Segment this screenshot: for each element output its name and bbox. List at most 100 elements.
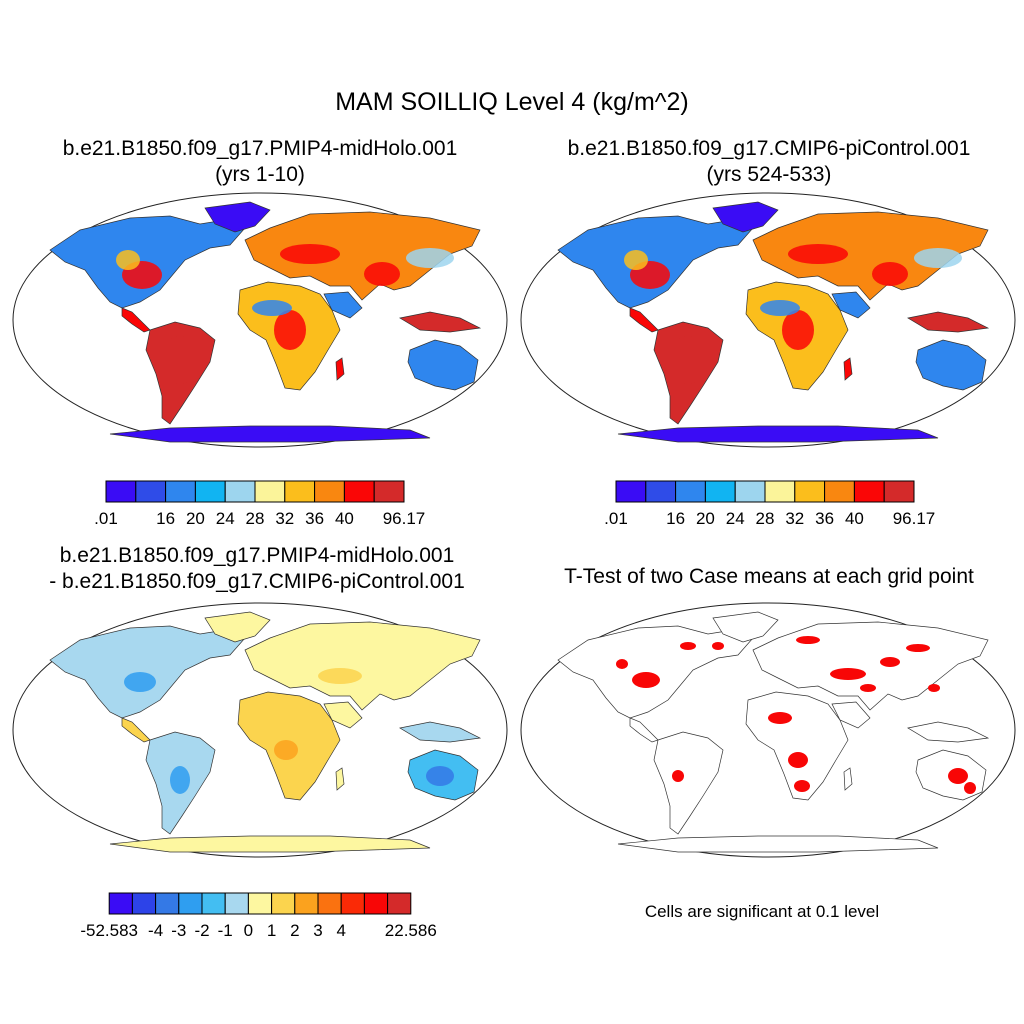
panel-3-title-line1: b.e21.B1850.f09_g17.PMIP4-midHolo.001 bbox=[59, 544, 455, 567]
colorbar-label: -4 bbox=[148, 921, 163, 940]
land-madagascar bbox=[843, 767, 853, 791]
land-greenland bbox=[712, 201, 779, 233]
map-panel-3 bbox=[12, 602, 508, 858]
colorbar-label: 40 bbox=[845, 509, 864, 528]
colorbar-label: 28 bbox=[246, 509, 265, 528]
colorbar-label: 1 bbox=[267, 921, 276, 940]
panel-1-title-line2: (yrs 1-10) bbox=[215, 163, 305, 186]
colorbar-box bbox=[105, 480, 137, 503]
land-madagascar bbox=[335, 767, 345, 791]
land-arabia bbox=[831, 701, 871, 729]
panel-1-title: b.e21.B1850.f09_g17.PMIP4-midHolo.001 (y… bbox=[10, 136, 510, 188]
land-indonesia bbox=[399, 311, 482, 333]
land-central-america bbox=[121, 307, 151, 333]
colorbar-label: 22.586 bbox=[385, 921, 437, 940]
colorbar-box bbox=[247, 892, 273, 915]
colorbar-label: -52.583 bbox=[80, 921, 138, 940]
significance-note: Cells are significant at 0.1 level bbox=[644, 902, 880, 921]
colorbar-box bbox=[314, 480, 345, 503]
land-indonesia bbox=[399, 721, 482, 743]
colorbar-box bbox=[340, 892, 365, 915]
colorbar-label: 96.17 bbox=[893, 509, 936, 528]
colorbar-box bbox=[824, 480, 855, 503]
colorbar-label: 28 bbox=[756, 509, 775, 528]
colorbar-label: 24 bbox=[726, 509, 745, 528]
colorbar-box bbox=[135, 480, 167, 503]
colorbar-label: -1 bbox=[218, 921, 233, 940]
land-indonesia bbox=[907, 311, 990, 333]
colorbar-box bbox=[317, 892, 342, 915]
land-europe-asia bbox=[244, 211, 481, 301]
colorbar-box bbox=[373, 480, 405, 503]
map-panel-2 bbox=[520, 192, 1016, 448]
colorbar-box bbox=[853, 480, 885, 503]
colorbar-label: 32 bbox=[785, 509, 804, 528]
land-antarctica bbox=[617, 425, 939, 443]
land-antarctica bbox=[617, 835, 939, 853]
panel-3-title: b.e21.B1850.f09_g17.PMIP4-midHolo.001 - … bbox=[4, 543, 510, 595]
land-south-america bbox=[653, 731, 724, 835]
map-panel-1 bbox=[12, 192, 508, 448]
panel-2-title-line2: (yrs 524-533) bbox=[706, 163, 832, 186]
colorbar-box bbox=[271, 892, 296, 915]
colorbar-label: -3 bbox=[171, 921, 186, 940]
panel-4-title: T-Test of two Case means at each grid po… bbox=[514, 564, 1024, 590]
colorbar-box bbox=[224, 480, 256, 503]
panel-2-title-line1: b.e21.B1850.f09_g17.CMIP6-piControl.001 bbox=[567, 137, 971, 160]
colorbar-box bbox=[615, 480, 647, 503]
colorbar-label: 96.17 bbox=[383, 509, 426, 528]
colorbar-label: .01 bbox=[94, 509, 118, 528]
colorbar-label: 16 bbox=[666, 509, 685, 528]
colorbar-label: .01 bbox=[604, 509, 628, 528]
panel-3-title-line2: - b.e21.B1850.f09_g17.CMIP6-piControl.00… bbox=[49, 570, 465, 593]
colorbar-label: 36 bbox=[815, 509, 834, 528]
colorbar-box bbox=[254, 480, 286, 503]
land-central-america bbox=[629, 717, 659, 743]
colorbar-panel-2: .01 16 20 24 28 32 36 40 96.17 bbox=[604, 480, 936, 528]
colorbar-label: -2 bbox=[194, 921, 209, 940]
colorbar-box bbox=[155, 892, 180, 915]
colorbar-box bbox=[343, 480, 375, 503]
colorbar-box bbox=[764, 480, 796, 503]
land-north-america bbox=[49, 625, 246, 719]
figure-title: MAM SOILLIQ Level 4 (kg/m^2) bbox=[335, 88, 689, 116]
colorbar-panel-1: .01 16 20 24 28 32 36 40 96.17 bbox=[94, 480, 426, 528]
colorbar-difference: -52.583 -4 -3 -2 -1 0 1 2 3 4 22.586 bbox=[80, 892, 437, 940]
colorbar-box bbox=[131, 892, 157, 915]
land-north-america bbox=[557, 625, 754, 719]
colorbar-box bbox=[178, 892, 203, 915]
colorbar-box bbox=[165, 480, 196, 503]
colorbar-box bbox=[387, 892, 412, 915]
colorbar-box bbox=[224, 892, 249, 915]
colorbar-box bbox=[883, 480, 915, 503]
panel-1-title-line1: b.e21.B1850.f09_g17.PMIP4-midHolo.001 bbox=[62, 137, 458, 160]
colorbar-box bbox=[794, 480, 826, 503]
colorbar-label: 0 bbox=[244, 921, 253, 940]
land-antarctica bbox=[109, 835, 431, 853]
colorbar-box bbox=[294, 892, 319, 915]
land-greenland bbox=[204, 201, 271, 233]
land-arabia bbox=[831, 291, 871, 319]
land-madagascar bbox=[335, 357, 345, 381]
colorbar-label: 2 bbox=[290, 921, 299, 940]
land-greenland bbox=[204, 611, 271, 643]
colorbar-box bbox=[194, 480, 226, 503]
panel-4-title-line1: T-Test of two Case means at each grid po… bbox=[564, 565, 974, 588]
land-australia bbox=[915, 339, 987, 391]
colorbar-label: 20 bbox=[696, 509, 715, 528]
map-panel-4 bbox=[520, 602, 1016, 858]
colorbar-box bbox=[675, 480, 706, 503]
colorbar-label: 4 bbox=[336, 921, 345, 940]
colorbar-label: 20 bbox=[186, 509, 205, 528]
colorbar-box bbox=[645, 480, 677, 503]
colorbar-box bbox=[734, 480, 766, 503]
land-central-america bbox=[629, 307, 659, 333]
land-australia bbox=[407, 339, 479, 391]
land-europe-asia bbox=[244, 621, 481, 711]
panel-2-title: b.e21.B1850.f09_g17.CMIP6-piControl.001 … bbox=[514, 136, 1024, 188]
land-greenland bbox=[712, 611, 779, 643]
colorbar-box bbox=[363, 892, 389, 915]
colorbar-box bbox=[704, 480, 736, 503]
colorbar-label: 3 bbox=[313, 921, 322, 940]
colorbar-label: 36 bbox=[305, 509, 324, 528]
